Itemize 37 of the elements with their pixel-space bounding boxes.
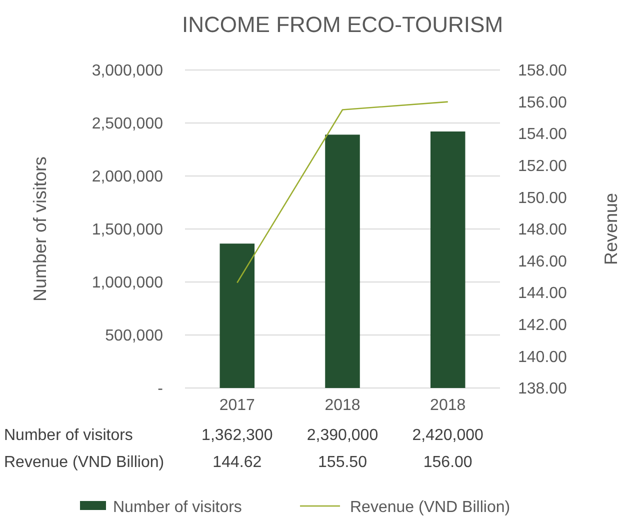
y2-tick-label: 146.00 [518, 253, 568, 270]
x-tick-label: 2018 [324, 397, 360, 414]
text: Number of visitors [4, 427, 133, 444]
y2-tick-label: 138.00 [518, 380, 568, 398]
y2-tick-label: 150.00 [518, 190, 568, 207]
data-label: 155.50 [318, 454, 368, 471]
y2-tick-label: 152.00 [518, 158, 568, 175]
chart-title: INCOME FROM ECO-TOURISM [182, 12, 504, 37]
text: Revenue (VND Billion) [4, 454, 164, 471]
data-label: 156.00 [423, 454, 472, 471]
y-tick-label: 1,500,000 [92, 222, 164, 239]
y2-tick-label: 154.00 [518, 126, 568, 144]
bar [430, 131, 466, 388]
y2-tick-label: 142.00 [518, 317, 568, 334]
y-tick-label: - [158, 380, 163, 398]
legend-label: Revenue (VND Billion) [350, 499, 510, 516]
y-tick-label: 2,000,000 [92, 168, 164, 186]
x-tick-label: 2018 [430, 397, 466, 414]
y2-tick-label: 156.00 [518, 94, 568, 112]
legend-label: Number of visitors [113, 499, 242, 516]
bar [220, 244, 255, 388]
y2-tick-label: 144.00 [518, 285, 568, 302]
y-tick-label: 1,000,000 [92, 274, 164, 292]
data-label: 1,362,300 [202, 427, 273, 444]
x-tick-label: 2017 [219, 397, 256, 414]
y2-tick-label: 158.00 [518, 62, 568, 80]
y2-tick-label: 148.00 [518, 222, 568, 239]
y-tick-label: 500,000 [105, 328, 164, 345]
y2-axis-title: Revenue [601, 192, 621, 266]
data-label: 2,420,000 [412, 427, 484, 444]
data-label: 144.62 [212, 454, 262, 471]
y-axis-title: Number of visitors [30, 156, 50, 302]
y2-tick-label: 140.00 [518, 348, 568, 366]
y-tick-label: 2,500,000 [92, 116, 164, 133]
data-label: 2,390,000 [306, 427, 378, 444]
bar [325, 134, 360, 388]
y-tick-label: 3,000,000 [92, 62, 164, 80]
